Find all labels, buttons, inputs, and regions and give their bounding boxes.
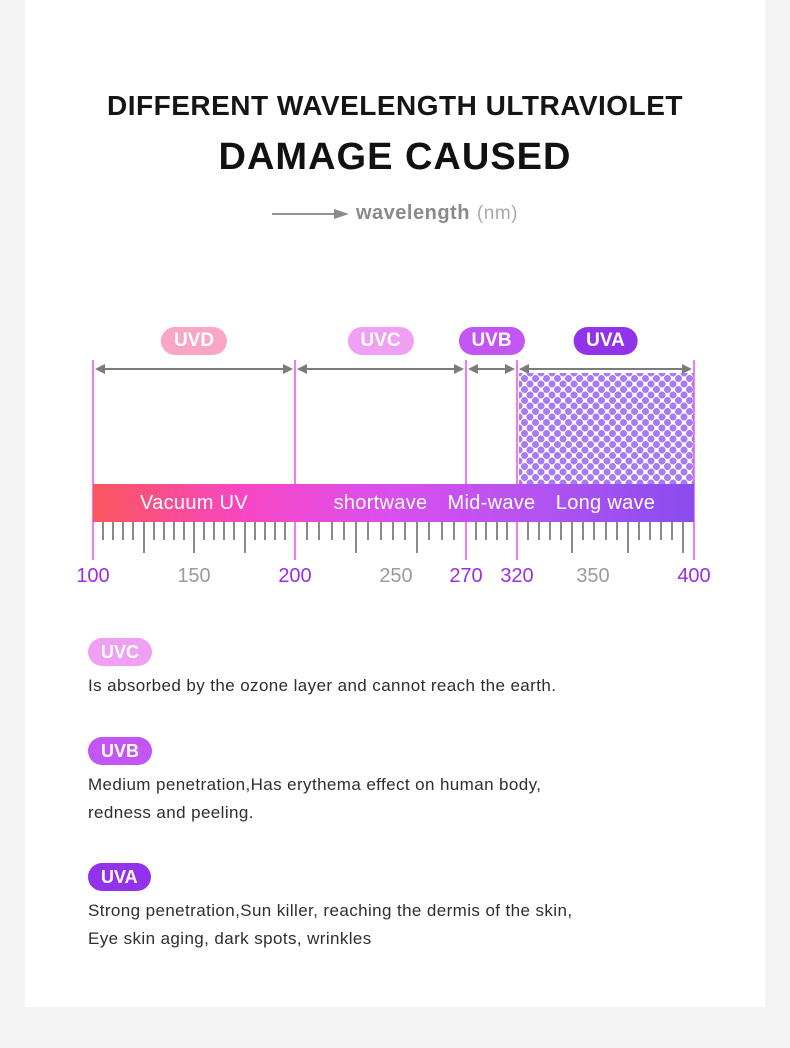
ruler-tick — [203, 522, 206, 540]
ruler-tick — [648, 522, 651, 540]
boundary-line — [294, 360, 296, 560]
ruler-tick — [273, 522, 276, 540]
uvb-description: Medium penetration,Has erythema effect o… — [88, 771, 708, 827]
uvb-line2: redness and peeling. — [88, 803, 254, 822]
boundary-line — [92, 360, 94, 560]
uva-line2: Eye skin aging, dark spots, wrinkles — [88, 929, 372, 948]
ruler-tick — [416, 522, 419, 553]
ruler-tick — [475, 522, 478, 540]
band-pill-uvd: UVD — [160, 327, 228, 355]
bar-label-uva: Long wave — [555, 492, 656, 514]
ruler-tick — [102, 522, 105, 540]
ruler-tick — [193, 522, 195, 553]
range-arrow-uvd — [93, 363, 295, 375]
tick-label-200: 200 — [278, 565, 312, 587]
ruler-tick — [355, 522, 358, 553]
dot-pattern-uva — [519, 373, 694, 484]
ruler-tick — [306, 522, 309, 540]
wavelength-unit: (nm) — [476, 202, 518, 224]
uvc-line1: Is absorbed by the ozone layer and canno… — [88, 676, 557, 695]
ruler-tick — [403, 522, 406, 540]
range-arrow-uvc — [295, 363, 466, 375]
range-arrow-uva — [517, 363, 694, 375]
wavelength-axis-caption: wavelength (nm) — [25, 202, 765, 225]
uva-badge: UVA — [88, 863, 151, 891]
ruler-tick — [659, 522, 662, 540]
ruler-tick — [132, 522, 135, 540]
ruler-tick — [162, 522, 165, 540]
ruler-tick — [670, 522, 673, 540]
ruler-tick — [485, 522, 488, 540]
ruler-tick — [263, 522, 266, 540]
page-title-line2: DAMAGE CAUSED — [218, 136, 572, 178]
tick-label-100: 100 — [76, 565, 110, 587]
ruler-tick — [428, 522, 431, 540]
uvb-badge: UVB — [88, 737, 153, 765]
boundary-line — [516, 360, 518, 560]
ruler-tick — [367, 522, 370, 540]
ruler-tick — [505, 522, 508, 540]
spectrum-bar — [93, 484, 694, 522]
ruler-tick — [223, 522, 226, 540]
ruler-tick — [172, 522, 175, 540]
boundary-line — [693, 360, 695, 560]
page-title-line1: DIFFERENT WAVELENGTH ULTRAVIOLET — [107, 90, 683, 121]
tick-label-350: 350 — [576, 565, 610, 587]
band-pill-uva: UVA — [573, 327, 638, 355]
ruler-tick — [152, 522, 155, 540]
ruler-tick — [538, 522, 541, 540]
bar-label-uvd: Vacuum UV — [140, 492, 248, 514]
ruler-tick — [495, 522, 498, 540]
ruler-tick — [593, 522, 596, 540]
ruler-tick — [637, 522, 640, 540]
right-arrow-icon — [272, 208, 349, 219]
ruler-tick — [182, 522, 185, 540]
ruler-tick — [604, 522, 607, 540]
ruler-tick — [213, 522, 216, 540]
ruler-tick — [626, 522, 629, 553]
bar-label-uvb: Mid-wave — [447, 492, 536, 514]
ruler-tick — [342, 522, 345, 540]
ruler-tick — [233, 522, 236, 540]
ruler-tick — [122, 522, 125, 540]
ruler-tick — [571, 522, 574, 553]
ruler-tick — [391, 522, 394, 540]
boundary-line — [465, 360, 467, 560]
tick-label-150: 150 — [177, 565, 211, 587]
ruler-tick — [549, 522, 552, 540]
uvc-badge: UVC — [88, 638, 153, 666]
tick-label-250: 250 — [379, 565, 413, 587]
ruler-tick — [379, 522, 382, 540]
ruler-tick — [318, 522, 321, 540]
content-card: DIFFERENT WAVELENGTH ULTRAVIOLET DAMAGE … — [25, 0, 765, 1007]
uva-line1: Strong penetration,Sun killer, reaching … — [88, 901, 573, 920]
ruler-tick — [253, 522, 256, 540]
ruler-tick — [243, 522, 246, 553]
tick-label-320: 320 — [500, 565, 534, 587]
ruler-tick — [681, 522, 684, 553]
band-pill-uvb: UVB — [458, 327, 525, 355]
ruler-tick — [452, 522, 455, 540]
ruler-tick — [560, 522, 563, 540]
uvb-line1: Medium penetration,Has erythema effect o… — [88, 775, 542, 794]
ruler-tick — [283, 522, 286, 540]
uva-description: Strong penetration,Sun killer, reaching … — [88, 897, 708, 953]
uvc-description: Is absorbed by the ozone layer and canno… — [88, 672, 708, 700]
wavelength-label: wavelength — [356, 202, 470, 224]
band-pill-uvc: UVC — [347, 327, 414, 355]
tick-label-270: 270 — [449, 565, 483, 587]
ruler-tick — [142, 522, 145, 553]
ruler-tick — [330, 522, 333, 540]
uv-chart: UVD UVC UVB UVA Vacuum UV shortwave Mid-wave L… — [76, 327, 711, 592]
ruler-tick — [440, 522, 443, 540]
tick-label-400: 400 — [677, 565, 711, 587]
ruler-tick — [112, 522, 115, 540]
ruler-tick — [527, 522, 530, 540]
bar-label-uvc: shortwave — [333, 492, 428, 514]
ruler-tick — [582, 522, 585, 540]
ruler-tick — [615, 522, 618, 540]
range-arrow-uvb — [466, 363, 517, 375]
